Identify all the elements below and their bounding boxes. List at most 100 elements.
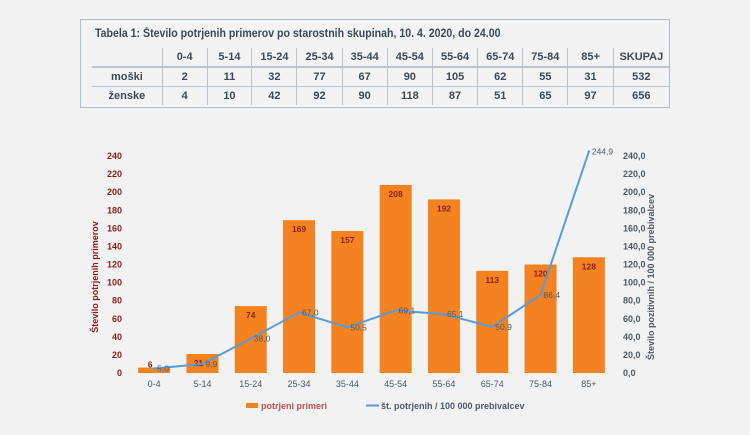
left-axis-tick-label: 140 <box>107 241 122 251</box>
left-axis-title: Število potrjenih primerov <box>89 221 100 333</box>
table-cell: 42 <box>251 86 297 105</box>
x-axis-tick-label: 75-84 <box>529 379 552 389</box>
left-axis-tick-label: 0 <box>117 368 122 378</box>
right-axis-tick-label: 40,0 <box>623 332 641 342</box>
bar-0-4 <box>138 367 171 373</box>
table-header-row: 0-4 5-14 15-24 25-34 35-44 45-54 55-64 65-74 75-… <box>92 48 669 68</box>
table-cell: 11 <box>206 67 252 87</box>
line-value-label: 69,1 <box>399 306 416 316</box>
chart-panel: 0 20 40 60 80 100 120 140 160 180 200 220 240 0,0 20,… <box>80 122 670 430</box>
table-row: ženske 4 10 42 92 90 118 87 51 65 97 656 <box>92 86 669 105</box>
right-axis-tick-label: 200,0 <box>623 187 646 197</box>
bar-25-34 <box>283 220 316 373</box>
right-axis-tick-label: 160,0 <box>623 223 646 233</box>
line-value-label: 38,0 <box>254 334 271 344</box>
left-axis-tick-label: 160 <box>107 223 122 233</box>
line-value-label: 9,9 <box>205 359 217 369</box>
bar-value-label: 74 <box>246 310 256 320</box>
line-point <box>249 337 252 340</box>
line-series-group: 5,0 9,9 38,0 67,0 50,5 69,1 65,1 50,9 86,4 244,9 <box>152 147 614 373</box>
left-axis-tick-label: 20 <box>112 350 122 360</box>
table-cell: 51 <box>477 86 523 105</box>
table-cell: 105 <box>431 67 478 87</box>
bar-55-64 <box>427 199 460 373</box>
line-value-label: 5,0 <box>157 363 169 373</box>
table-column-header: 15-24 <box>251 48 297 68</box>
table-cell: 4 <box>161 86 207 105</box>
right-axis-tick-label: 0,0 <box>623 368 636 378</box>
legend-label-bars: potrjeni primeri <box>261 401 327 411</box>
x-axis-tick-label: 25-34 <box>288 379 311 389</box>
table-cell: 31 <box>567 67 614 87</box>
line-value-label: 67,0 <box>302 307 319 317</box>
legend-bar-swatch <box>246 403 258 408</box>
x-axis-tick-label: 0-4 <box>148 379 161 389</box>
x-axis-ticks: 0-4 5-14 15-24 25-34 35-44 45-54 55-64 65-74 75-… <box>148 379 597 389</box>
right-axis-title: Število pozitivnih / 100 000 prebivalcev <box>645 194 656 360</box>
bar-value-label: 208 <box>389 189 403 199</box>
line-value-label: 244,9 <box>592 147 614 157</box>
table-cell: 65 <box>522 86 568 105</box>
table-column-header: SKUPAJ <box>612 48 669 68</box>
right-axis-tick-label: 240,0 <box>623 151 646 161</box>
bar-35-44 <box>331 231 364 373</box>
line-series <box>154 151 590 370</box>
line-value-label: 50,5 <box>350 322 367 332</box>
table-cell: 90 <box>386 67 433 87</box>
table-corner-cell <box>92 48 163 68</box>
right-axis-tick-label: 100,0 <box>623 278 646 288</box>
table-cell: 118 <box>386 86 433 105</box>
right-axis-tick-label: 80,0 <box>623 296 641 306</box>
table-cell: 32 <box>251 67 297 87</box>
table-cell: 55 <box>522 67 568 87</box>
left-axis-tick-label: 80 <box>112 296 122 306</box>
right-axis-tick-label: 220,0 <box>623 169 646 179</box>
age-group-table-panel: Tabela 1: Število potrjenih primerov po … <box>80 19 670 108</box>
left-axis-tick-label: 200 <box>107 187 122 197</box>
line-point <box>587 150 591 153</box>
line-point <box>491 325 494 329</box>
table-cell: 87 <box>431 86 478 105</box>
right-axis-tick-label: 180,0 <box>623 205 646 215</box>
line-point <box>346 326 349 329</box>
table-column-header: 0-4 <box>161 48 207 68</box>
bar-45-54 <box>379 184 412 373</box>
legend: potrjeni primeri št. potrjenih / 100 000… <box>246 401 525 411</box>
table-column-header: 55-64 <box>431 48 478 68</box>
x-axis-tick-label: 15-24 <box>239 379 262 389</box>
left-axis-tick-label: 180 <box>107 205 122 215</box>
line-value-label: 50,9 <box>495 322 512 332</box>
table-column-header: 5-14 <box>206 48 252 68</box>
x-axis-tick-label: 35-44 <box>336 379 359 389</box>
table-cell: 2 <box>161 67 207 87</box>
bar-value-label: 21 <box>194 358 204 368</box>
line-value-label: 86,4 <box>544 290 561 300</box>
left-axis-tick-label: 120 <box>107 260 122 270</box>
table-cell: 67 <box>341 67 388 87</box>
table-title: Tabela 1: Število potrjenih primerov po … <box>95 28 501 40</box>
table-cell: 90 <box>341 86 388 105</box>
x-axis-tick-label: 65-74 <box>481 379 504 389</box>
table-cell: 656 <box>612 86 669 105</box>
legend-label-line: št. potrjenih / 100 000 prebivalcev <box>381 401 525 411</box>
table-cell: 532 <box>612 67 669 87</box>
line-point <box>152 367 156 370</box>
x-axis-tick-label: 5-14 <box>193 379 211 389</box>
left-axis-tick-label: 220 <box>107 169 122 179</box>
line-point <box>442 312 446 316</box>
x-axis-tick-label: 55-64 <box>432 379 455 389</box>
line-point <box>539 293 542 297</box>
bar-75-84 <box>524 264 557 373</box>
table-cell: 10 <box>206 86 252 105</box>
left-axis-tick-label: 60 <box>112 314 122 324</box>
right-axis-tick-label: 20,0 <box>623 350 641 360</box>
bar-value-label: 6 <box>148 360 153 370</box>
table-cell: 97 <box>567 86 614 105</box>
right-axis-tick-label: 140,0 <box>623 241 646 251</box>
right-axis-tick-label: 120,0 <box>623 260 646 270</box>
line-point <box>394 309 397 312</box>
bar-85+ <box>572 257 605 373</box>
age-group-chart: 0 20 40 60 80 100 120 140 160 180 200 220 240 0,0 20,… <box>89 147 656 411</box>
table-cell: 62 <box>477 67 523 87</box>
bar-value-label: 169 <box>292 224 306 234</box>
